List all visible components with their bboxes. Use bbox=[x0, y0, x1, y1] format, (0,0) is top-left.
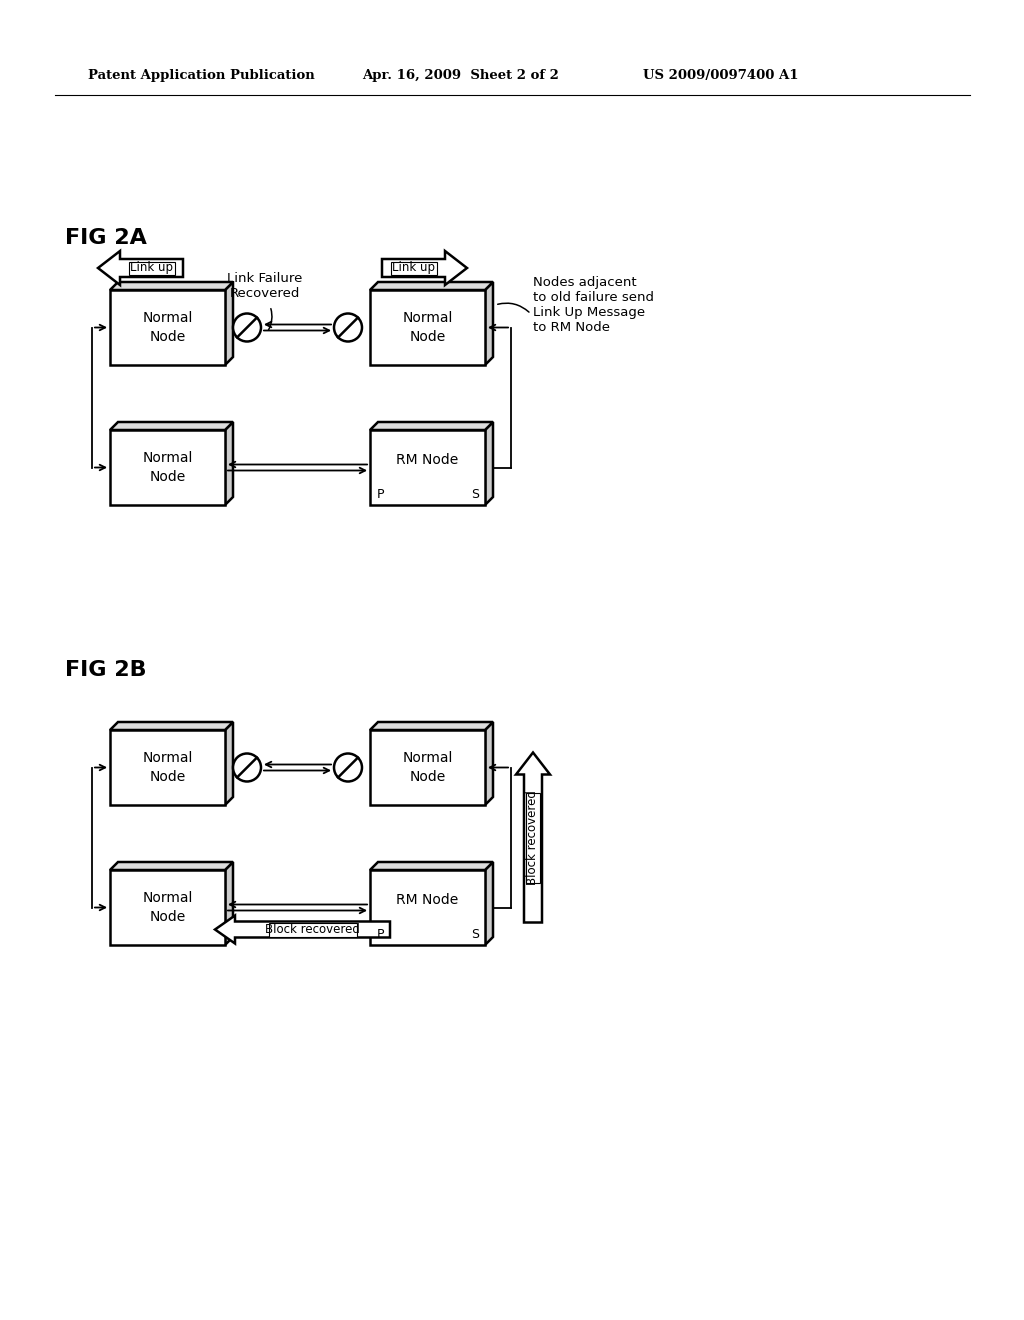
Bar bbox=[268, 923, 356, 936]
Polygon shape bbox=[485, 282, 493, 366]
Text: S: S bbox=[471, 488, 479, 502]
Text: Normal
Node: Normal Node bbox=[142, 312, 193, 343]
Polygon shape bbox=[110, 422, 233, 430]
Polygon shape bbox=[225, 422, 233, 506]
Text: Normal
Node: Normal Node bbox=[142, 451, 193, 483]
Circle shape bbox=[233, 754, 261, 781]
Bar bbox=[370, 730, 485, 805]
Polygon shape bbox=[382, 251, 467, 285]
Text: Block recovered: Block recovered bbox=[526, 791, 540, 884]
Bar bbox=[390, 261, 436, 275]
Text: FIG 2A: FIG 2A bbox=[65, 228, 146, 248]
Polygon shape bbox=[485, 422, 493, 506]
Circle shape bbox=[334, 314, 362, 342]
Polygon shape bbox=[516, 752, 550, 923]
Polygon shape bbox=[370, 422, 493, 430]
Text: FIG 2B: FIG 2B bbox=[65, 660, 146, 680]
Text: Normal
Node: Normal Node bbox=[142, 751, 193, 784]
Bar bbox=[110, 730, 225, 805]
Text: Link Failure
Recovered: Link Failure Recovered bbox=[227, 272, 303, 300]
Text: US 2009/0097400 A1: US 2009/0097400 A1 bbox=[643, 69, 799, 82]
Text: Apr. 16, 2009  Sheet 2 of 2: Apr. 16, 2009 Sheet 2 of 2 bbox=[362, 69, 559, 82]
Text: Block recovered: Block recovered bbox=[265, 923, 360, 936]
Polygon shape bbox=[225, 282, 233, 366]
Text: S: S bbox=[471, 928, 479, 941]
Polygon shape bbox=[485, 862, 493, 945]
Text: Link up: Link up bbox=[130, 261, 173, 275]
Bar bbox=[110, 290, 225, 366]
Polygon shape bbox=[110, 282, 233, 290]
Text: RM Node: RM Node bbox=[396, 453, 459, 466]
Polygon shape bbox=[370, 282, 493, 290]
Polygon shape bbox=[98, 251, 183, 285]
Text: Normal
Node: Normal Node bbox=[402, 312, 453, 343]
Polygon shape bbox=[225, 722, 233, 805]
Text: RM Node: RM Node bbox=[396, 892, 459, 907]
Polygon shape bbox=[110, 862, 233, 870]
Text: Normal
Node: Normal Node bbox=[142, 891, 193, 924]
Bar bbox=[526, 792, 540, 883]
Text: Normal
Node: Normal Node bbox=[402, 751, 453, 784]
Bar bbox=[110, 870, 225, 945]
Polygon shape bbox=[485, 722, 493, 805]
Bar bbox=[370, 870, 485, 945]
Text: P: P bbox=[376, 928, 384, 941]
Bar bbox=[370, 430, 485, 506]
Polygon shape bbox=[215, 916, 390, 944]
Polygon shape bbox=[370, 862, 493, 870]
Polygon shape bbox=[110, 722, 233, 730]
Bar bbox=[370, 290, 485, 366]
Text: Link up: Link up bbox=[392, 261, 435, 275]
Circle shape bbox=[233, 314, 261, 342]
Bar bbox=[110, 430, 225, 506]
Bar bbox=[128, 261, 174, 275]
Polygon shape bbox=[225, 862, 233, 945]
Text: P: P bbox=[376, 488, 384, 502]
Polygon shape bbox=[370, 722, 493, 730]
Circle shape bbox=[334, 754, 362, 781]
Text: Patent Application Publication: Patent Application Publication bbox=[88, 69, 314, 82]
Text: Nodes adjacent
to old failure send
Link Up Message
to RM Node: Nodes adjacent to old failure send Link … bbox=[534, 276, 654, 334]
